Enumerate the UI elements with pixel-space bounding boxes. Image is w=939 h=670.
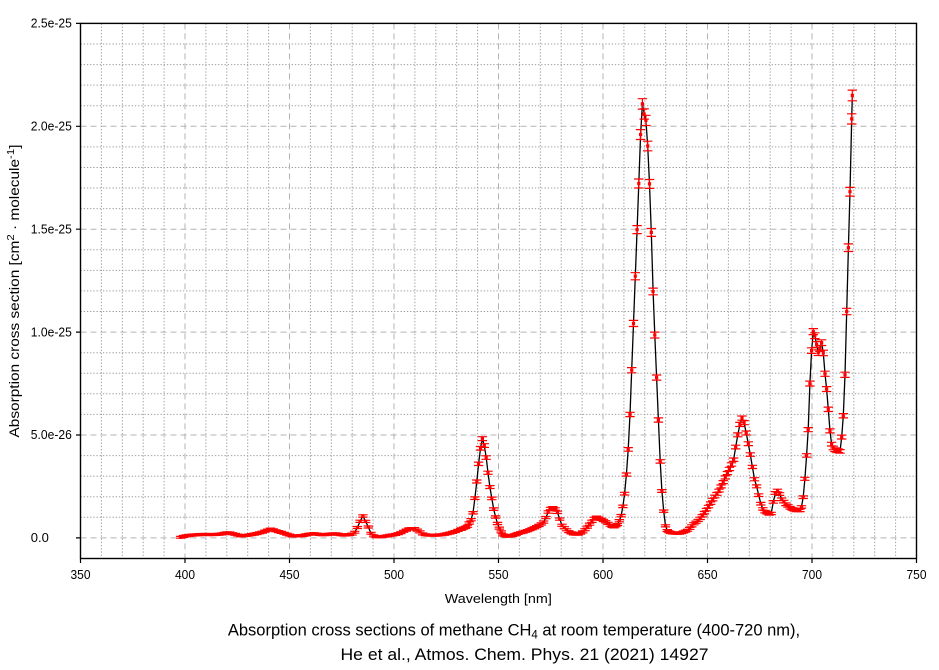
- svg-text:Wavelength [nm]: Wavelength [nm]: [445, 591, 552, 606]
- svg-text:550: 550: [489, 567, 509, 582]
- svg-text:600: 600: [593, 567, 613, 582]
- svg-text:Absorption cross sections of m: Absorption cross sections of methane CH4…: [228, 622, 800, 642]
- svg-text:Absorption cross section [cm2: Absorption cross section [cm2 · molecule…: [6, 145, 22, 438]
- svg-text:350: 350: [71, 567, 91, 582]
- svg-text:750: 750: [907, 567, 927, 582]
- svg-text:1.0e-25: 1.0e-25: [31, 324, 72, 339]
- svg-text:2.0e-25: 2.0e-25: [31, 119, 72, 134]
- svg-text:400: 400: [175, 567, 195, 582]
- svg-text:450: 450: [280, 567, 300, 582]
- svg-text:He et al., Atmos. Chem. Phys.: He et al., Atmos. Chem. Phys. 21 (2021) …: [341, 646, 709, 664]
- svg-text:5.0e-26: 5.0e-26: [31, 427, 72, 442]
- svg-text:700: 700: [802, 567, 822, 582]
- svg-text:0.0: 0.0: [31, 530, 49, 545]
- svg-text:500: 500: [384, 567, 404, 582]
- svg-text:1.5e-25: 1.5e-25: [31, 221, 72, 236]
- svg-text:2.5e-25: 2.5e-25: [31, 16, 72, 31]
- svg-text:650: 650: [698, 567, 718, 582]
